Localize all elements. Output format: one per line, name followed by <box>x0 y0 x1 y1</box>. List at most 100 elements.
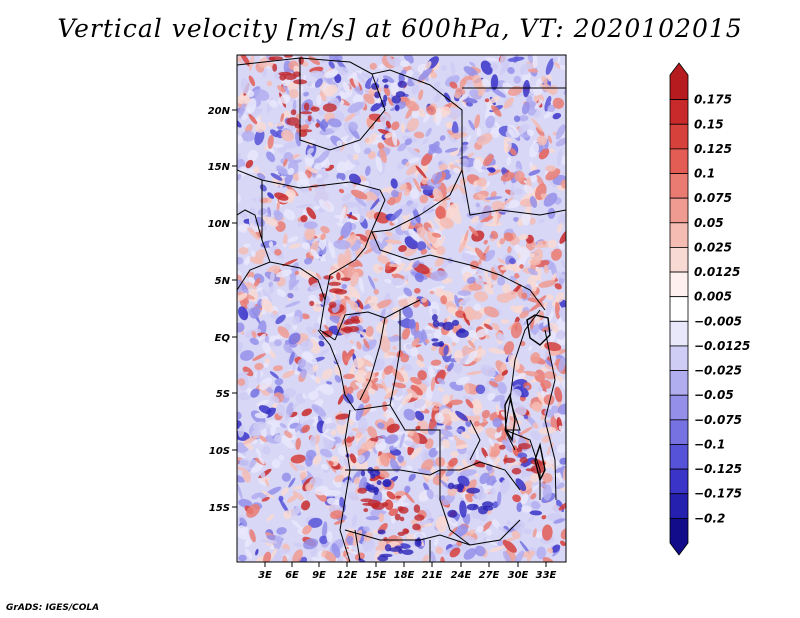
field-cell <box>276 527 287 535</box>
field-cell <box>334 66 349 76</box>
field-cell <box>525 385 530 389</box>
field-cell <box>398 297 409 308</box>
field-cell <box>418 68 433 81</box>
field-cell <box>468 119 476 131</box>
field-core <box>350 316 355 322</box>
field-cell <box>549 322 562 334</box>
field-cell <box>405 100 420 112</box>
field-cell <box>318 110 325 116</box>
field-cell <box>455 376 470 386</box>
field-cell <box>552 97 565 109</box>
field-cell <box>519 247 530 260</box>
field-cell <box>500 482 510 492</box>
lat-tick-label: 15N <box>208 162 231 173</box>
field-cell <box>307 391 319 400</box>
lon-tick-label: 12E <box>337 570 358 581</box>
field-cell <box>401 392 413 406</box>
field-cell <box>269 284 275 295</box>
field-cell <box>547 135 553 144</box>
field-cell <box>266 514 275 522</box>
field-cell <box>237 483 243 500</box>
field-cell <box>257 333 266 342</box>
field-core <box>397 80 407 88</box>
field-core <box>272 63 278 72</box>
field-cell <box>509 257 516 265</box>
latitude-axis: 20N 15N 10N 5N EQ 5S 10S 15S <box>208 106 237 514</box>
field-cell <box>341 283 347 290</box>
field-core <box>431 338 439 342</box>
field-cell <box>364 137 370 143</box>
field-cell <box>413 398 426 409</box>
field-cell <box>475 446 479 460</box>
field-cell <box>501 369 509 376</box>
field-cell <box>358 277 365 293</box>
field-cell <box>416 226 426 238</box>
field-cell <box>301 424 311 433</box>
field-core <box>452 484 464 490</box>
field-cell <box>266 80 273 87</box>
field-cell <box>372 529 378 535</box>
field-cell <box>403 55 414 64</box>
field-cell <box>382 401 388 412</box>
field-cell <box>548 148 555 153</box>
lat-tick-label: EQ <box>215 333 231 344</box>
field-cell <box>408 157 421 164</box>
field-cell <box>524 447 538 453</box>
field-cell <box>262 216 279 227</box>
field-cell <box>551 272 557 282</box>
field-cell <box>414 410 425 421</box>
field-cell <box>349 136 355 144</box>
chart-title: Vertical velocity [m/s] at 600hPa, VT: 2… <box>57 14 743 43</box>
field-cell <box>277 326 290 339</box>
field-cell <box>337 445 348 456</box>
field-cell <box>329 55 339 62</box>
field-cell <box>264 479 270 487</box>
field-cell <box>357 417 368 435</box>
field-cell <box>282 243 287 248</box>
field-cell <box>455 310 466 319</box>
field-cell <box>383 365 394 375</box>
colorbar-swatch <box>669 345 689 371</box>
field-cell <box>282 555 288 562</box>
field-cell <box>427 227 434 232</box>
field-cell <box>536 546 547 560</box>
field-cell <box>521 292 528 300</box>
field-cell <box>268 100 278 108</box>
field-cell <box>278 454 285 461</box>
field-cell <box>544 409 554 418</box>
field-cell <box>492 417 503 428</box>
field-cell <box>353 142 361 154</box>
field-cell <box>320 463 329 470</box>
field-cell <box>339 258 352 266</box>
field-cell <box>421 152 433 166</box>
colorbar-label: 0.1 <box>694 167 715 181</box>
lon-tick-label: 27E <box>479 570 500 581</box>
field-cell <box>467 425 484 435</box>
field-cell <box>244 459 257 471</box>
field-cell <box>417 468 432 476</box>
field-core <box>343 321 350 325</box>
field-cell <box>490 127 501 138</box>
field-cell <box>518 426 533 436</box>
lon-tick-label: 21E <box>422 570 443 581</box>
field-cell <box>402 363 413 372</box>
field-cell <box>301 500 311 511</box>
field-cell <box>384 499 394 511</box>
field-cell <box>536 126 545 137</box>
field-cell <box>334 375 342 383</box>
field-cell <box>368 275 376 290</box>
field-cell <box>474 114 481 129</box>
field-cell <box>557 403 566 415</box>
field-cell <box>290 454 306 464</box>
field-cell <box>545 58 554 75</box>
field-cell <box>282 83 290 95</box>
field-cell <box>274 434 283 443</box>
field-cell <box>302 393 307 400</box>
colorbar-swatch <box>669 173 689 199</box>
field-cell <box>543 394 555 406</box>
field-cell <box>547 547 554 554</box>
field-cell <box>474 545 486 557</box>
field-cell <box>458 94 469 101</box>
field-core <box>503 457 516 463</box>
field-cell <box>387 96 394 106</box>
